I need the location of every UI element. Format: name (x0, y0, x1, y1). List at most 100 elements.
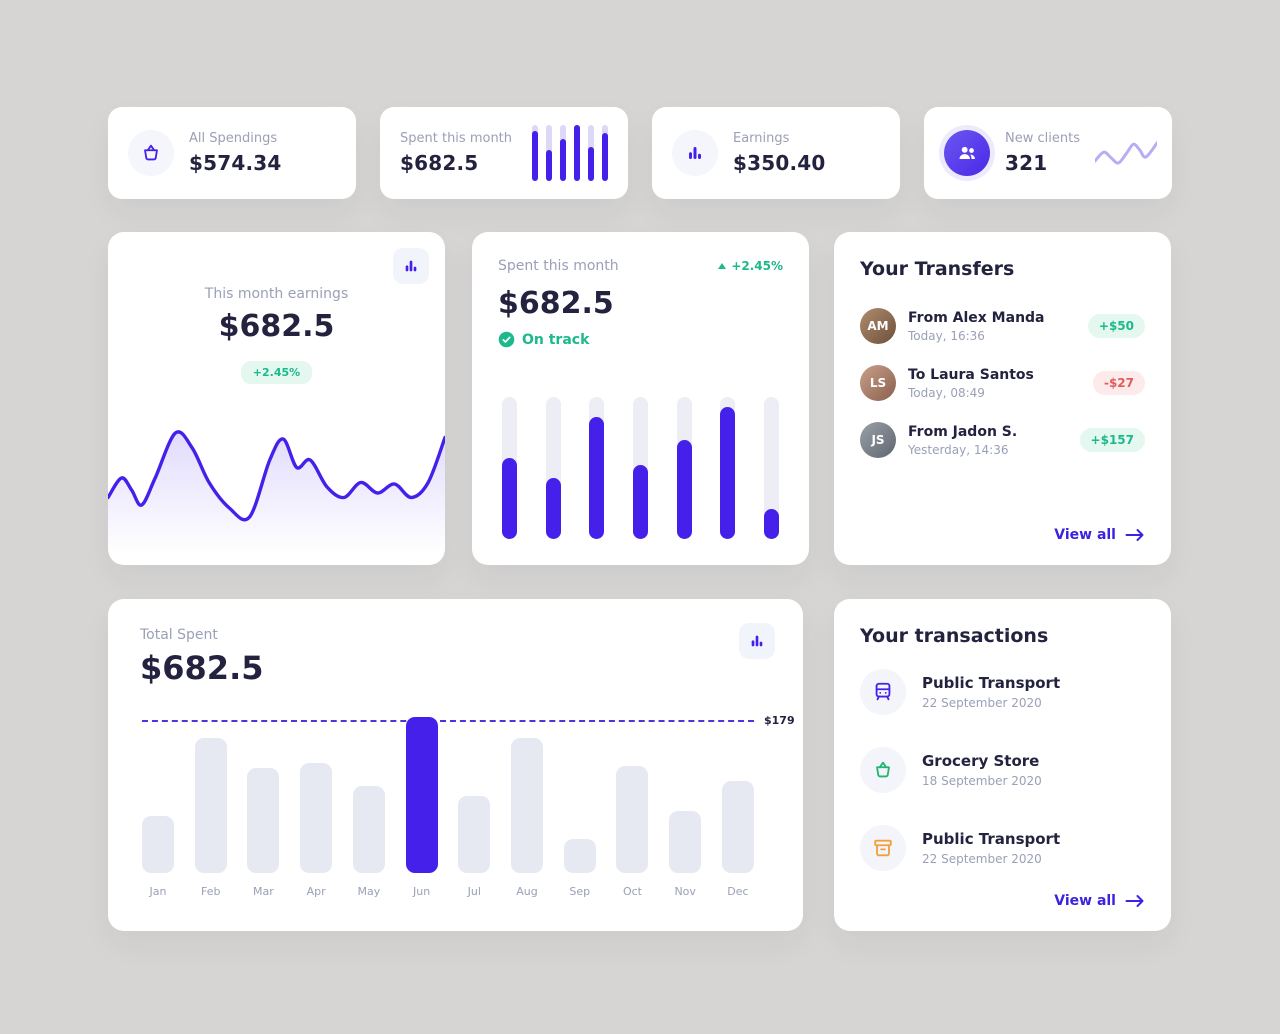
stat-card-earnings: Earnings $350.40 (652, 107, 900, 199)
month-label: Jun (413, 885, 431, 898)
bar-jan[interactable] (142, 816, 174, 873)
arrow-right-icon (1125, 895, 1144, 907)
month-label: Sep (569, 885, 591, 898)
amount-badge: +$50 (1087, 314, 1145, 338)
stat-label: Spent this month (400, 131, 513, 146)
month-label: Feb (200, 885, 221, 898)
transaction-name: Grocery Store (922, 752, 1040, 770)
stat-value: 321 (1005, 151, 1048, 175)
month-bar-column: Dec (721, 781, 754, 899)
progress-bar-column (720, 397, 736, 539)
bar-jun[interactable] (405, 717, 438, 873)
bar-chart-icon-button[interactable] (739, 623, 775, 659)
stat-label: All Spendings (189, 131, 278, 146)
transaction-list: Public Transport 22 September 2020 Grocery… (860, 669, 1145, 871)
spark-bar (560, 125, 566, 181)
bar-apr[interactable] (300, 763, 333, 873)
bar-feb[interactable] (194, 738, 227, 873)
total-spent-label: Total Spent (140, 627, 218, 643)
spent-change-value: +2.45% (731, 259, 783, 273)
month-label: Aug (516, 885, 538, 898)
transaction-text: Public Transport 22 September 2020 (922, 830, 1060, 866)
transfer-list: AM From Alex Manda Today, 16:36 +$50 LS To La… (860, 308, 1145, 458)
transaction-item[interactable]: Public Transport 22 September 2020 (860, 825, 1145, 871)
stat-text: Spent this month $682.5 (400, 131, 512, 175)
bus-icon (860, 669, 906, 715)
transfer-name: From Alex Manda (908, 309, 1045, 326)
progress-bar-column (545, 397, 561, 539)
stat-text: New clients 321 (1005, 131, 1080, 175)
stat-card-spent-this-month: Spent this month $682.5 (380, 107, 628, 199)
transfer-text: To Laura Santos Today, 08:49 (908, 367, 1034, 400)
month-bar-column: Nov (669, 811, 702, 899)
avatar: AM (860, 308, 896, 344)
earnings-value: $682.5 (218, 309, 335, 344)
transaction-item[interactable]: Public Transport 22 September 2020 (860, 669, 1145, 715)
month-bar-column: Mar (247, 768, 280, 899)
transaction-name: Public Transport (922, 830, 1061, 848)
month-bars: Jan Feb Mar Apr May Jun Jul Aug Sep Oct Nov Dec (142, 717, 754, 899)
month-label: Apr (306, 885, 326, 898)
month-label: Mar (253, 885, 274, 898)
grocery-basket-icon (860, 747, 906, 793)
view-all-label: View all (1054, 893, 1116, 909)
total-spent-card: Total Spent $682.5 $179 Jan Feb Mar Apr May J… (108, 599, 803, 931)
transfer-text: From Alex Manda Today, 16:36 (908, 310, 1045, 343)
stat-label: Earnings (733, 131, 790, 146)
transaction-text: Grocery Store 18 September 2020 (922, 752, 1042, 788)
bar-chart-icon (672, 130, 718, 176)
month-bar-column: Aug (511, 738, 544, 899)
spark-bar (532, 125, 538, 181)
transfer-item[interactable]: LS To Laura Santos Today, 08:49 -$27 (860, 365, 1145, 401)
amount-badge: +$157 (1079, 428, 1145, 452)
transactions-title: Your transactions (860, 625, 1049, 647)
bar-aug[interactable] (511, 738, 544, 873)
transaction-text: Public Transport 22 September 2020 (922, 674, 1060, 710)
earnings-change-badge: +2.45% (240, 361, 313, 384)
monthly-spend-chart: $179 Jan Feb Mar Apr May Jun Jul Aug Sep Oct Nov De… (142, 714, 795, 899)
spent-change: +2.45% (718, 259, 783, 273)
spark-bar (574, 125, 580, 181)
view-all-label: View all (1054, 527, 1116, 543)
bar-mar[interactable] (247, 768, 280, 873)
spent-header: Spent this month +2.45% (498, 258, 783, 274)
stat-value: $574.34 (189, 151, 282, 175)
spark-bar (602, 125, 608, 181)
transfer-item[interactable]: AM From Alex Manda Today, 16:36 +$50 (860, 308, 1145, 344)
month-label: May (357, 885, 381, 898)
transfer-time: Today, 08:49 (908, 385, 985, 400)
transfer-time: Yesterday, 14:36 (908, 442, 1009, 457)
stat-card-new-clients: New clients 321 (924, 107, 1172, 199)
transaction-item[interactable]: Grocery Store 18 September 2020 (860, 747, 1145, 793)
clients-icon (944, 130, 990, 176)
stat-text: All Spendings $574.34 (189, 131, 282, 175)
stat-label: New clients (1005, 131, 1080, 146)
month-bar-column: Jan (142, 816, 174, 899)
month-label: Jul (467, 885, 481, 898)
bar-may[interactable] (352, 786, 385, 873)
transactions-view-all-link[interactable]: View all (1054, 893, 1145, 909)
basket-icon (128, 130, 174, 176)
progress-bar-column (676, 397, 692, 539)
transfer-text: From Jadon S. Yesterday, 14:36 (908, 424, 1017, 457)
progress-bar-column (763, 397, 779, 539)
earnings-line-chart (108, 415, 445, 565)
bar-chart-icon-button[interactable] (393, 248, 429, 284)
bar-dec[interactable] (721, 781, 754, 873)
transfer-item[interactable]: JS From Jadon S. Yesterday, 14:36 +$157 (860, 422, 1145, 458)
on-track-status: On track (498, 331, 783, 348)
bar-oct[interactable] (616, 766, 649, 873)
bar-sep[interactable] (563, 839, 596, 873)
transaction-date: 18 September 2020 (922, 774, 1042, 788)
total-spent-value: $682.5 (140, 649, 264, 687)
avatar: JS (860, 422, 896, 458)
arrow-up-icon (718, 263, 727, 269)
bar-nov[interactable] (669, 811, 702, 873)
transfers-view-all-link[interactable]: View all (1054, 527, 1145, 543)
bar-jul[interactable] (458, 796, 491, 873)
check-circle-icon (498, 331, 515, 348)
spent-this-month-card: Spent this month +2.45% $682.5 On track (472, 232, 809, 565)
archive-icon (860, 825, 906, 871)
transfer-name: From Jadon S. (908, 423, 1018, 440)
